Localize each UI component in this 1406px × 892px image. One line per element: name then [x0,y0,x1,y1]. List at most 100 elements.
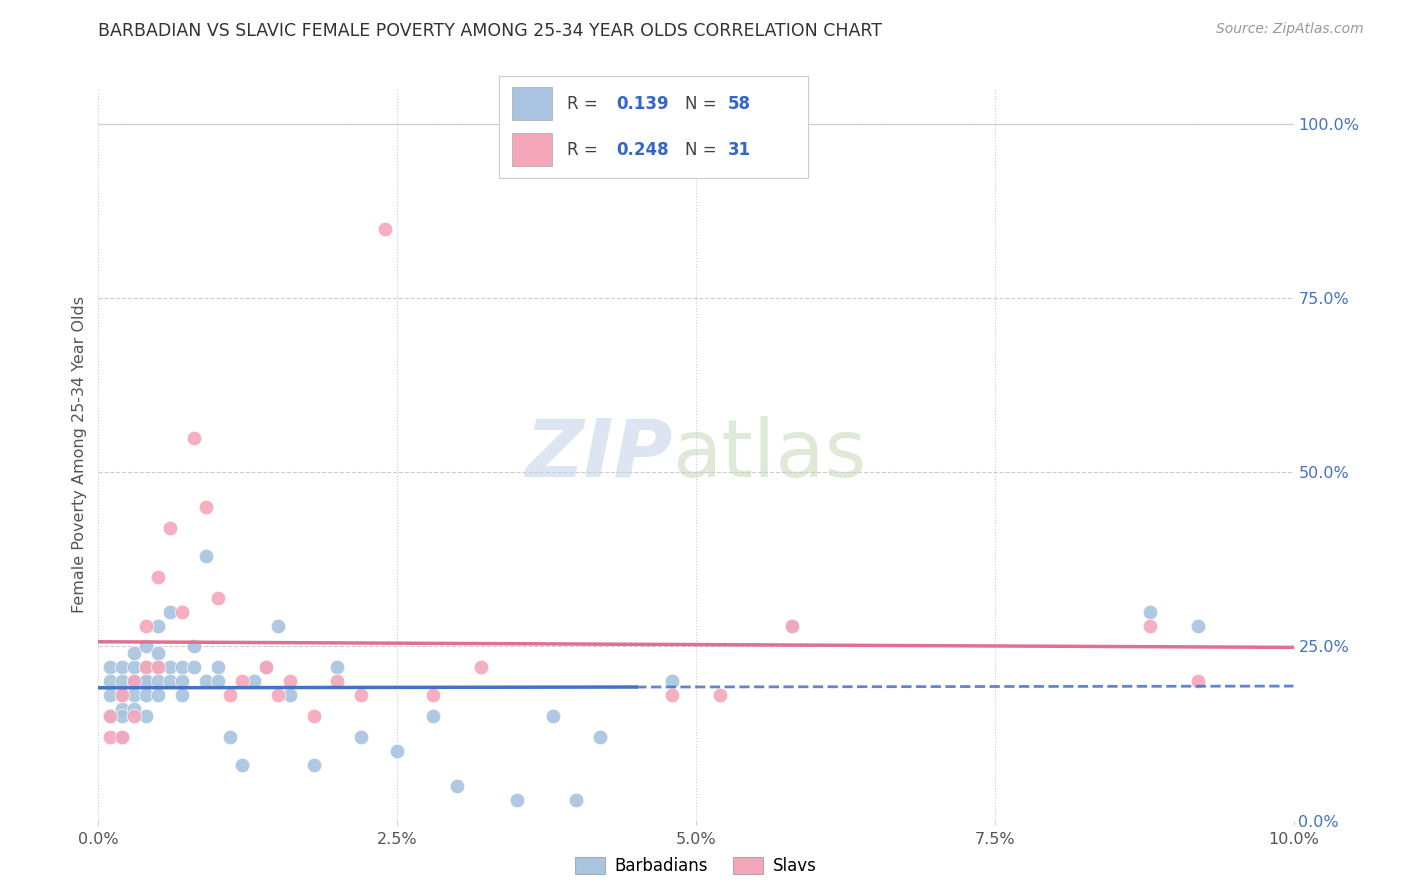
Text: 0.139: 0.139 [617,95,669,112]
Text: N =: N = [685,95,721,112]
Point [267,618,290,632]
Point [111,688,134,702]
Point [195,674,218,689]
FancyBboxPatch shape [512,133,551,166]
Point [124,702,146,716]
Point [422,709,444,723]
Point [780,618,803,632]
Point [661,688,683,702]
Point [278,674,301,689]
Text: ZIP: ZIP [524,416,672,494]
Point [231,758,253,772]
Point [159,521,181,535]
Text: atlas: atlas [672,416,866,494]
Point [135,688,157,702]
Point [111,674,134,689]
Point [385,744,409,758]
Point [172,660,194,674]
Point [159,674,181,689]
Point [219,688,242,702]
Point [135,674,157,689]
Point [195,549,218,563]
Point [207,660,229,674]
Point [148,618,170,632]
Point [111,730,134,744]
Point [148,570,170,584]
Text: BARBADIAN VS SLAVIC FEMALE POVERTY AMONG 25-34 YEAR OLDS CORRELATION CHART: BARBADIAN VS SLAVIC FEMALE POVERTY AMONG… [98,22,883,40]
Point [100,688,122,702]
Point [183,640,205,654]
Point [302,758,325,772]
Point [302,709,325,723]
Text: Source: ZipAtlas.com: Source: ZipAtlas.com [1216,22,1364,37]
Point [350,688,373,702]
Point [1139,618,1161,632]
Point [565,793,588,807]
Point [135,660,157,674]
Point [124,674,146,689]
Point [100,709,122,723]
Text: 31: 31 [728,141,751,159]
Point [159,605,181,619]
Point [159,660,181,674]
Point [124,660,146,674]
Point [661,674,683,689]
Point [111,730,134,744]
Point [124,647,146,661]
Point [243,674,266,689]
Point [254,660,277,674]
Point [326,674,349,689]
Point [148,647,170,661]
Text: 0.248: 0.248 [617,141,669,159]
Point [148,674,170,689]
Point [148,660,170,674]
Point [446,779,468,793]
Point [207,674,229,689]
Point [589,730,612,744]
Point [195,500,218,515]
Text: 58: 58 [728,95,751,112]
Point [470,660,492,674]
Point [267,688,290,702]
Point [100,730,122,744]
Point [541,709,564,723]
Point [422,688,444,702]
Point [100,660,122,674]
Point [374,221,396,235]
Point [278,688,301,702]
Point [172,674,194,689]
Point [111,709,134,723]
Text: R =: R = [567,141,603,159]
Text: R =: R = [567,95,603,112]
Point [780,618,803,632]
Point [135,709,157,723]
Point [219,730,242,744]
Point [124,688,146,702]
Point [326,660,349,674]
Point [207,591,229,605]
Y-axis label: Female Poverty Among 25-34 Year Olds: Female Poverty Among 25-34 Year Olds [72,296,87,614]
Point [124,674,146,689]
Point [172,605,194,619]
FancyBboxPatch shape [512,87,551,120]
Point [254,660,277,674]
Point [1187,618,1209,632]
Point [100,709,122,723]
Point [111,660,134,674]
Point [231,674,253,689]
Point [124,709,146,723]
Point [183,430,205,444]
Point [111,702,134,716]
Point [135,660,157,674]
Point [135,618,157,632]
Point [172,688,194,702]
Point [135,640,157,654]
Point [506,793,529,807]
Point [111,688,134,702]
Text: N =: N = [685,141,721,159]
Point [100,674,122,689]
Point [350,730,373,744]
Point [1187,674,1209,689]
Point [709,688,731,702]
Point [148,660,170,674]
